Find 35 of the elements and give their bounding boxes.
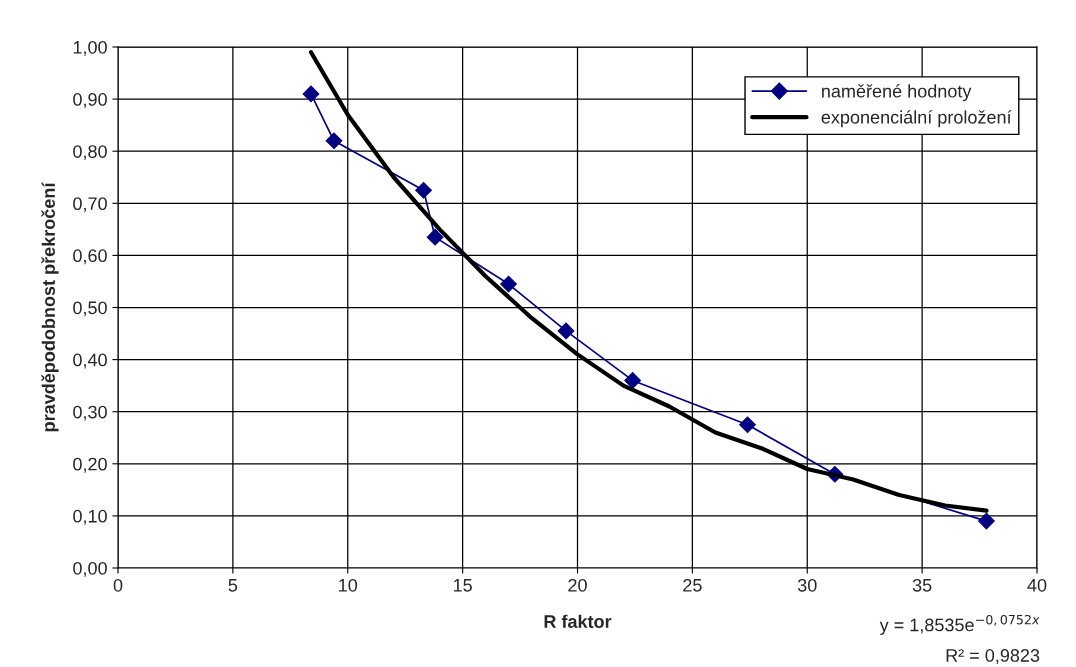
point — [325, 132, 343, 150]
y-tick-label: 0,90 — [73, 93, 107, 108]
x-tick-label: 35 — [912, 578, 932, 592]
y-tick-label: 0,30 — [73, 405, 107, 421]
x-axis-title: R faktor — [544, 614, 612, 628]
text: R² = 0,9823 — [946, 649, 1040, 664]
point — [978, 512, 995, 530]
y-tick-label: 0,00 — [73, 561, 107, 577]
point — [624, 372, 642, 389]
x-tick-label: 30 — [797, 578, 817, 592]
y-tick-label: 0,20 — [73, 457, 107, 473]
point — [426, 228, 444, 246]
point — [557, 322, 575, 340]
x-tick-label: 5 — [228, 579, 238, 592]
legend-label: exponenciální proložení — [821, 110, 1012, 128]
x-tick-label: 10 — [339, 578, 358, 592]
y-tick-label: 0,70 — [73, 197, 107, 213]
legend-label: naměřené hodnoty — [822, 84, 972, 102]
y-tick-label: 1,00 — [73, 40, 107, 56]
x-tick-label: 40 — [1027, 578, 1047, 592]
x-tick-label: 20 — [568, 578, 587, 592]
y-tick-label: 0,40 — [73, 353, 107, 369]
y-tick-label: 0,10 — [73, 509, 107, 525]
x-tick-label: 0 — [113, 578, 123, 592]
point — [500, 275, 517, 293]
y-tick-label: 0,60 — [73, 249, 107, 265]
text: y = 1,8535e$^{−0,0752x}$ — [879, 614, 1040, 635]
x-tick-label: 25 — [683, 578, 702, 592]
y-axis-title: pravděpodobnost překročení — [41, 182, 59, 432]
x-tick-label: 15 — [453, 579, 472, 592]
y-tick-label: 0,50 — [73, 301, 107, 317]
y-tick-label: 0,80 — [73, 145, 107, 161]
point — [415, 181, 432, 199]
point — [739, 416, 756, 434]
point — [302, 85, 320, 103]
